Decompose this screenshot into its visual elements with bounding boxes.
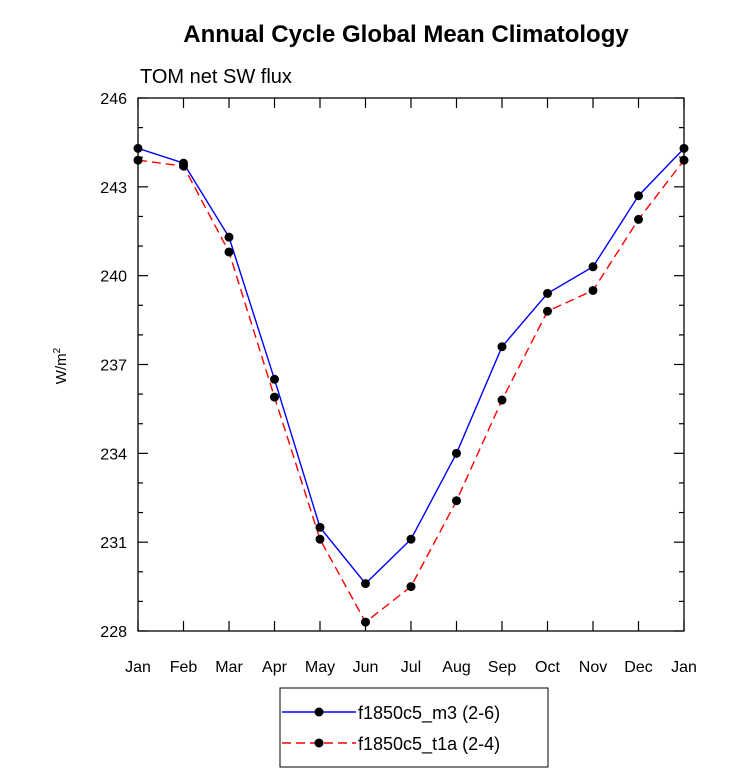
y-axis-ticks: 228 231 234 237 240 243 246: [100, 91, 684, 641]
x-tick-label: Feb: [170, 659, 198, 676]
y-tick-label: 246: [100, 91, 127, 108]
x-tick-label: Nov: [579, 659, 607, 676]
data-point-series-2: [133, 155, 143, 165]
legend-label-1: f1850c5_m3 (2-6): [358, 703, 500, 724]
y-tick-label: 231: [100, 535, 127, 552]
x-tick-label: Jul: [401, 659, 421, 676]
data-point-series-1: [133, 143, 143, 153]
x-tick-label: Mar: [215, 659, 243, 676]
x-tick-label: Jan: [671, 659, 697, 676]
y-axis-label-text: W/m: [53, 353, 70, 384]
data-point-series-2: [361, 617, 370, 627]
plot-frame-group: [137, 97, 685, 632]
data-point-series-1: [452, 448, 461, 458]
x-tick-label: Jan: [125, 659, 151, 676]
series-markers: [133, 143, 689, 627]
y-axis-label: W/m2: [52, 347, 70, 384]
chart-title: Annual Cycle Global Mean Climatology: [183, 21, 629, 48]
y-tick-label: 237: [100, 358, 127, 375]
y-tick-label: 243: [100, 180, 127, 197]
data-point-series-2: [543, 306, 552, 316]
data-point-series-1: [543, 288, 552, 298]
plot-frame: [137, 97, 685, 632]
x-tick-label: Sep: [488, 659, 517, 676]
data-point-series-1: [679, 143, 689, 153]
y-tick-label: 234: [100, 446, 127, 463]
y-axis-label-superscript: 2: [52, 347, 63, 353]
data-point-series-2: [315, 534, 325, 544]
x-tick-label: Oct: [535, 659, 560, 676]
data-point-series-1: [315, 522, 325, 532]
data-point-series-2: [497, 395, 507, 405]
legend-marker-1: [314, 707, 324, 717]
data-point-series-1: [224, 232, 234, 242]
chart-subtitle: TOM net SW flux: [140, 66, 292, 88]
series-lines: [137, 147, 685, 624]
data-point-series-2: [452, 496, 461, 506]
data-point-series-1: [361, 579, 370, 589]
y-tick-label: 228: [100, 624, 127, 641]
data-point-series-1: [634, 191, 643, 201]
y-tick-label: 240: [100, 269, 127, 286]
x-axis-ticks: Jan Feb Mar Apr May Jun Jul Aug Sep Oct Nov Dec Jan: [125, 98, 697, 676]
x-tick-label: Dec: [624, 659, 652, 676]
data-point-series-2: [634, 214, 643, 224]
data-point-series-2: [588, 285, 598, 295]
series-line-1: [137, 147, 685, 585]
legend-label-2: f1850c5_t1a (2-4): [358, 734, 500, 755]
legend-box: [279, 687, 549, 768]
data-point-series-2: [224, 247, 234, 257]
legend: f1850c5_m3 (2-6) f1850c5_t1a (2-4): [279, 687, 549, 768]
data-point-series-1: [406, 534, 416, 544]
data-point-series-2: [406, 582, 416, 592]
x-tick-label: Apr: [262, 659, 288, 676]
legend-marker-2: [314, 738, 324, 748]
data-point-series-2: [179, 161, 188, 171]
data-point-series-2: [270, 392, 279, 402]
x-tick-label: Aug: [442, 659, 470, 676]
series-line-2: [137, 159, 685, 624]
data-point-series-1: [588, 262, 598, 272]
x-tick-label: May: [305, 659, 335, 676]
data-point-series-1: [497, 342, 507, 352]
data-point-series-1: [270, 374, 279, 384]
data-point-series-2: [679, 155, 689, 165]
x-tick-label: Jun: [353, 659, 379, 676]
